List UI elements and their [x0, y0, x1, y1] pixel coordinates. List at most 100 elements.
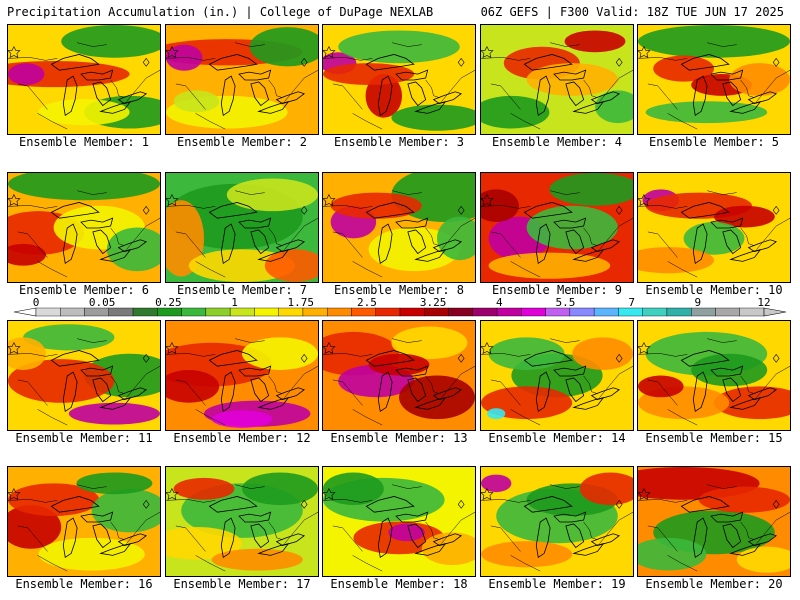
boundary-line [17, 231, 48, 258]
great-lake-outline [377, 75, 393, 117]
boundary-line [647, 83, 678, 110]
great-lake-outline [432, 239, 463, 252]
precip-area [653, 55, 714, 82]
great-lake-outline [680, 202, 730, 219]
boundary-line [110, 79, 125, 98]
great-lake-outline [565, 229, 585, 255]
colorbar-segment [448, 307, 473, 317]
ensemble-member-map [637, 172, 791, 283]
diamond-marker-icon [300, 57, 308, 67]
precip-area [391, 326, 468, 360]
star-marker-icon [323, 45, 336, 58]
precip-field [481, 25, 633, 134]
great-lake-outline [553, 217, 587, 229]
ensemble-member-label: Ensemble Member: 13 [330, 431, 468, 445]
great-lake-outline [535, 371, 551, 413]
great-lake-outline [432, 533, 463, 546]
precip-field [8, 467, 160, 576]
colorbar-segment [278, 307, 304, 317]
boundary-line [323, 205, 373, 209]
precip-area [61, 25, 160, 58]
great-lake-outline [407, 523, 427, 549]
precip-area [330, 192, 422, 219]
great-lake-outline [220, 517, 236, 559]
boundary-line [235, 484, 265, 489]
ensemble-member-map [480, 466, 634, 577]
boundary-line [8, 353, 58, 357]
precip-area [365, 74, 403, 118]
great-lake-outline [365, 350, 415, 367]
great-lake-outline [535, 517, 551, 559]
boundary-line [392, 338, 422, 343]
colorbar-segment [375, 307, 401, 317]
boundary-line [175, 83, 206, 110]
great-lake-outline [590, 239, 621, 252]
precip-field [323, 173, 475, 282]
star-marker-icon [166, 45, 179, 58]
boundary-line [510, 113, 541, 130]
boundary-line [441, 365, 475, 398]
great-lake-outline [747, 533, 778, 546]
precip-field [8, 173, 160, 282]
header-right-title: 06Z GEFS | F300 Valid: 18Z TUE JUN 17 20… [480, 5, 784, 19]
boundary-line [332, 83, 363, 110]
boundary-line [425, 375, 440, 394]
great-lake-outline [523, 202, 573, 219]
great-lake-outline [117, 239, 148, 252]
ensemble-member-label: Ensemble Member: 20 [645, 577, 783, 591]
precip-field [166, 173, 318, 282]
colorbar-segment [60, 307, 85, 317]
boundary-line [740, 375, 755, 394]
ensemble-member-map [7, 320, 161, 431]
great-lake-outline [250, 81, 270, 107]
boundary-line [195, 113, 226, 130]
precip-field [638, 467, 790, 576]
boundary-line [425, 79, 440, 98]
boundary-line [756, 69, 790, 102]
boundary-line [510, 261, 541, 278]
ensemble-member-label: Ensemble Member: 4 [491, 135, 623, 149]
precip-area [391, 104, 475, 131]
great-lake-outline [432, 91, 463, 104]
ensemble-member-label: Ensemble Member: 17 [173, 577, 311, 591]
precip-field [166, 25, 318, 134]
colorbar-segment [521, 307, 546, 317]
boundary-line [77, 338, 107, 343]
boundary-line [166, 353, 216, 357]
boundary-line [583, 521, 598, 540]
boundary-line [481, 353, 531, 357]
precip-area [638, 537, 707, 571]
boundary-line [8, 57, 58, 61]
boundary-line [510, 555, 541, 572]
boundary-line [481, 205, 531, 209]
ensemble-member-map [637, 320, 791, 431]
colorbar-segment [569, 307, 595, 317]
ensemble-member-label: Ensemble Member: 12 [173, 431, 311, 445]
boundary-line [647, 231, 678, 258]
boundary-line [490, 231, 521, 258]
colorbar-tick-label: 7 [628, 296, 635, 309]
precip-field [481, 321, 633, 430]
great-lake-outline [722, 81, 742, 107]
ensemble-member-map [322, 466, 476, 577]
colorbar-tick-label: 1.75 [287, 296, 314, 309]
great-lake-outline [208, 350, 258, 367]
boundary-line [17, 525, 48, 552]
boundary-line [166, 499, 216, 503]
great-lake-outline [238, 365, 272, 377]
boundary-line [268, 227, 283, 246]
star-marker-icon [481, 45, 494, 58]
precip-area [388, 523, 425, 542]
boundary-line [175, 379, 206, 406]
precip-area [338, 30, 460, 64]
diamond-marker-icon [457, 57, 465, 67]
great-lake-outline [365, 202, 415, 219]
precip-area [488, 337, 565, 371]
diamond-marker-icon [300, 353, 308, 363]
boundary-line [268, 375, 283, 394]
precip-area [249, 27, 318, 67]
boundary-line [284, 217, 318, 250]
great-lake-outline [692, 75, 708, 117]
ensemble-member-label: Ensemble Member: 18 [330, 577, 468, 591]
precip-area [211, 410, 273, 428]
